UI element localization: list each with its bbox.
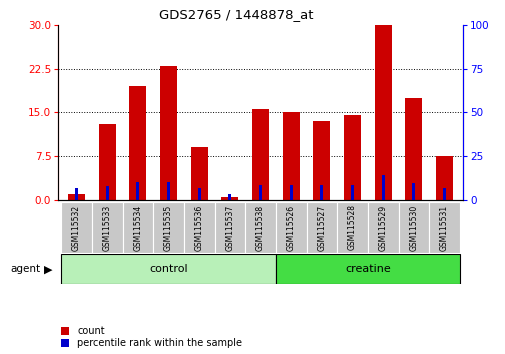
Bar bbox=[435, 156, 452, 200]
Bar bbox=[282, 113, 299, 200]
Bar bbox=[289, 185, 292, 200]
Bar bbox=[343, 115, 360, 200]
Text: GSM115538: GSM115538 bbox=[256, 204, 265, 251]
Bar bbox=[337, 202, 367, 253]
Bar bbox=[228, 194, 231, 200]
Bar bbox=[350, 185, 354, 200]
Text: GSM115527: GSM115527 bbox=[317, 204, 326, 251]
Text: GSM115526: GSM115526 bbox=[286, 204, 295, 251]
Bar bbox=[245, 202, 275, 253]
Bar bbox=[92, 202, 122, 253]
Text: ▶: ▶ bbox=[44, 264, 53, 274]
Bar bbox=[160, 66, 177, 200]
Legend: count, percentile rank within the sample: count, percentile rank within the sample bbox=[61, 325, 242, 349]
Bar bbox=[221, 197, 238, 200]
Bar bbox=[153, 202, 183, 253]
Text: agent: agent bbox=[10, 264, 40, 274]
Bar bbox=[167, 182, 170, 200]
Bar bbox=[251, 109, 269, 200]
Bar bbox=[136, 183, 139, 200]
Text: GSM115535: GSM115535 bbox=[164, 204, 173, 251]
Bar bbox=[275, 254, 459, 284]
Bar bbox=[374, 25, 391, 200]
Bar bbox=[68, 194, 85, 200]
Bar bbox=[190, 147, 207, 200]
Bar bbox=[306, 202, 337, 253]
Bar bbox=[275, 202, 306, 253]
Bar bbox=[98, 124, 116, 200]
Bar bbox=[442, 188, 445, 200]
Bar bbox=[61, 254, 275, 284]
Bar bbox=[405, 98, 422, 200]
Bar bbox=[398, 202, 428, 253]
Text: GSM115532: GSM115532 bbox=[72, 204, 81, 251]
Text: GSM115530: GSM115530 bbox=[409, 204, 418, 251]
Bar bbox=[129, 86, 146, 200]
Bar bbox=[75, 188, 78, 200]
Text: GSM115529: GSM115529 bbox=[378, 204, 387, 251]
Bar bbox=[313, 121, 330, 200]
Text: GSM115528: GSM115528 bbox=[347, 205, 357, 250]
Text: GDS2765 / 1448878_at: GDS2765 / 1448878_at bbox=[159, 8, 313, 21]
Text: GSM115534: GSM115534 bbox=[133, 204, 142, 251]
Bar bbox=[106, 186, 109, 200]
Bar bbox=[122, 202, 153, 253]
Bar bbox=[367, 202, 398, 253]
Text: control: control bbox=[149, 264, 187, 274]
Bar bbox=[381, 176, 384, 200]
Bar bbox=[197, 188, 200, 200]
Text: GSM115536: GSM115536 bbox=[194, 204, 204, 251]
Bar bbox=[259, 185, 262, 200]
Bar bbox=[320, 185, 323, 200]
Text: GSM115533: GSM115533 bbox=[103, 204, 112, 251]
Bar bbox=[428, 202, 459, 253]
Bar bbox=[214, 202, 245, 253]
Bar bbox=[183, 202, 214, 253]
Bar bbox=[61, 202, 92, 253]
Text: GSM115531: GSM115531 bbox=[439, 204, 448, 251]
Text: creatine: creatine bbox=[344, 264, 390, 274]
Bar bbox=[412, 183, 415, 200]
Text: GSM115537: GSM115537 bbox=[225, 204, 234, 251]
